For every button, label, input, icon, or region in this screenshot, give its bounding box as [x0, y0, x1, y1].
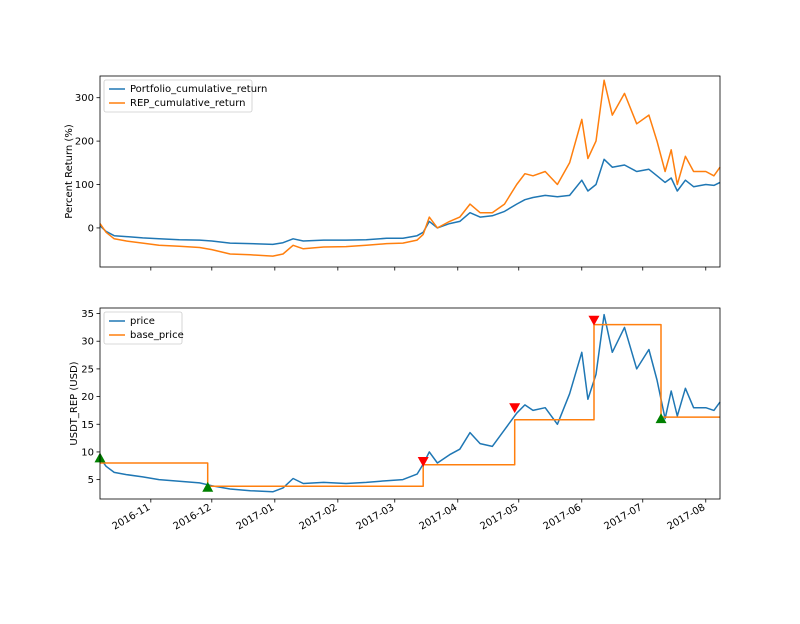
- series-line-base-price: [100, 323, 720, 488]
- x-tick-label: 2017-02: [298, 502, 340, 532]
- sell-marker: [588, 315, 600, 326]
- return-series-group: [99, 79, 721, 257]
- buy-marker: [202, 481, 214, 492]
- sell-marker: [417, 456, 429, 467]
- return-legend: Portfolio_cumulative_return REP_cumulati…: [103, 79, 267, 113]
- price-y-ticks: 5 10 15 20 25 30 35: [81, 309, 100, 486]
- x-tick-label: 2017-04: [418, 502, 460, 532]
- price-legend-box: [103, 311, 183, 345]
- series-line-rep-cumulative-return: [99, 79, 721, 257]
- y-tick-label: 15: [81, 420, 94, 431]
- return-y-axis-label: Percent Return (%): [64, 124, 75, 219]
- price-x-ticks: 2016-11 2016-12 2017-01 2017-02 2017-03 2017-…: [111, 499, 708, 532]
- return-y-ticks: 0 100 200 300: [75, 93, 100, 234]
- series-line-price: [99, 313, 721, 493]
- return-x-ticks: [150, 267, 707, 271]
- return-plot-frame: [99, 75, 721, 268]
- y-tick-label: 100: [75, 180, 94, 191]
- legend-label-portfolio: Portfolio_cumulative_return: [130, 84, 267, 95]
- y-tick-label: 25: [81, 364, 94, 375]
- x-tick-label: 2016-12: [172, 502, 214, 532]
- return-chart: 0 100 200 300 Percent Return (%) Portfolio_…: [64, 75, 721, 271]
- buy-marker: [655, 413, 667, 424]
- x-tick-label: 2017-07: [603, 502, 645, 532]
- x-tick-label: 2017-08: [666, 502, 708, 532]
- price-series-group: [99, 313, 721, 493]
- legend-label-price: price: [130, 316, 155, 327]
- y-tick-label: 35: [81, 309, 94, 320]
- y-tick-label: 5: [88, 475, 94, 486]
- y-tick-label: 20: [81, 392, 94, 403]
- trade-markers-group: [94, 315, 667, 492]
- x-tick-label: 2017-05: [479, 502, 521, 532]
- y-tick-label: 300: [75, 93, 94, 104]
- y-tick-label: 0: [88, 223, 94, 234]
- price-plot-frame: [99, 307, 721, 500]
- price-y-axis-label: USDT_REP (USD): [69, 361, 80, 445]
- series-line-portfolio-cumulative-return: [99, 158, 721, 246]
- x-tick-label: 2017-03: [355, 502, 397, 532]
- x-tick-label: 2017-06: [542, 502, 584, 532]
- x-tick-label: 2016-11: [111, 502, 153, 532]
- y-tick-label: 200: [75, 137, 94, 148]
- y-tick-label: 10: [81, 447, 94, 458]
- price-chart: 5 10 15 20 25 30 35 2016-11 2016-12 2017-01 2017-…: [69, 307, 721, 532]
- x-tick-label: 2017-01: [235, 502, 277, 532]
- legend-label-base-price: base_price: [130, 330, 184, 341]
- sell-marker: [509, 403, 521, 414]
- y-tick-label: 30: [81, 337, 94, 348]
- price-legend: price base_price: [103, 311, 184, 345]
- legend-label-rep: REP_cumulative_return: [130, 98, 245, 109]
- return-legend-box: [103, 79, 253, 113]
